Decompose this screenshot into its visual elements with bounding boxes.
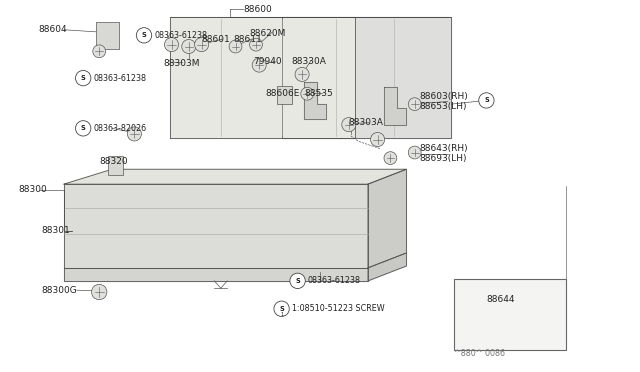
Text: 88303A: 88303A	[349, 118, 383, 127]
Ellipse shape	[274, 301, 289, 317]
Text: 88620M: 88620M	[250, 29, 286, 38]
Ellipse shape	[479, 93, 494, 108]
Text: 88643(RH): 88643(RH)	[419, 144, 468, 153]
Text: 88611: 88611	[234, 35, 262, 44]
Text: S: S	[279, 306, 284, 312]
Ellipse shape	[301, 87, 314, 100]
Ellipse shape	[342, 118, 356, 132]
Polygon shape	[170, 17, 355, 138]
Ellipse shape	[182, 39, 196, 54]
Ellipse shape	[127, 127, 141, 141]
Text: ^880^ 0086: ^880^ 0086	[454, 349, 506, 358]
Text: 88601: 88601	[202, 35, 230, 44]
Text: S: S	[141, 32, 147, 38]
Ellipse shape	[136, 28, 152, 43]
Text: 88603(RH): 88603(RH)	[419, 92, 468, 101]
Text: 88693(LH): 88693(LH)	[419, 154, 467, 163]
Polygon shape	[304, 82, 326, 119]
Polygon shape	[64, 169, 406, 184]
Text: 1:08510-51223 SCREW: 1:08510-51223 SCREW	[292, 304, 385, 313]
Text: 08363-61238: 08363-61238	[154, 31, 207, 40]
Bar	[277, 86, 292, 104]
Polygon shape	[384, 87, 406, 125]
Bar	[454, 279, 566, 350]
Text: 88330A: 88330A	[291, 57, 326, 66]
Text: 88320: 88320	[99, 157, 128, 166]
Ellipse shape	[93, 45, 106, 58]
Text: 08363-82026: 08363-82026	[93, 124, 147, 133]
Ellipse shape	[290, 273, 305, 289]
Text: 88653(LH): 88653(LH)	[419, 102, 467, 110]
Ellipse shape	[408, 146, 421, 159]
Text: S: S	[484, 97, 489, 103]
Bar	[108, 156, 123, 175]
Ellipse shape	[252, 58, 266, 72]
Ellipse shape	[76, 70, 91, 86]
Ellipse shape	[295, 67, 309, 81]
Text: 79940: 79940	[253, 57, 282, 66]
Ellipse shape	[371, 132, 385, 147]
Ellipse shape	[76, 121, 91, 136]
Text: 88303M: 88303M	[163, 59, 200, 68]
Polygon shape	[64, 268, 368, 281]
Text: 1: 1	[280, 312, 283, 317]
Ellipse shape	[92, 284, 107, 300]
Polygon shape	[368, 253, 406, 281]
Ellipse shape	[195, 38, 209, 52]
Text: 88606E: 88606E	[266, 89, 300, 97]
Text: S: S	[81, 125, 86, 131]
Ellipse shape	[408, 98, 421, 110]
Text: 88600: 88600	[243, 5, 272, 14]
Text: S: S	[295, 278, 300, 284]
Text: 88300: 88300	[18, 185, 47, 194]
Text: 88644: 88644	[486, 295, 515, 304]
Ellipse shape	[229, 40, 242, 53]
Text: 88300G: 88300G	[42, 286, 77, 295]
Polygon shape	[282, 17, 451, 138]
Ellipse shape	[250, 38, 262, 51]
Ellipse shape	[164, 38, 179, 52]
Text: 08363-61238: 08363-61238	[93, 74, 147, 83]
Text: S: S	[81, 75, 86, 81]
Text: 88301: 88301	[42, 226, 70, 235]
Text: 88604: 88604	[38, 25, 67, 34]
Bar	[96, 22, 119, 49]
Polygon shape	[64, 184, 368, 268]
Polygon shape	[368, 169, 406, 268]
Ellipse shape	[384, 152, 397, 164]
Ellipse shape	[508, 321, 523, 337]
Text: 88535: 88535	[304, 89, 333, 97]
Text: 08363-61238: 08363-61238	[308, 276, 361, 285]
